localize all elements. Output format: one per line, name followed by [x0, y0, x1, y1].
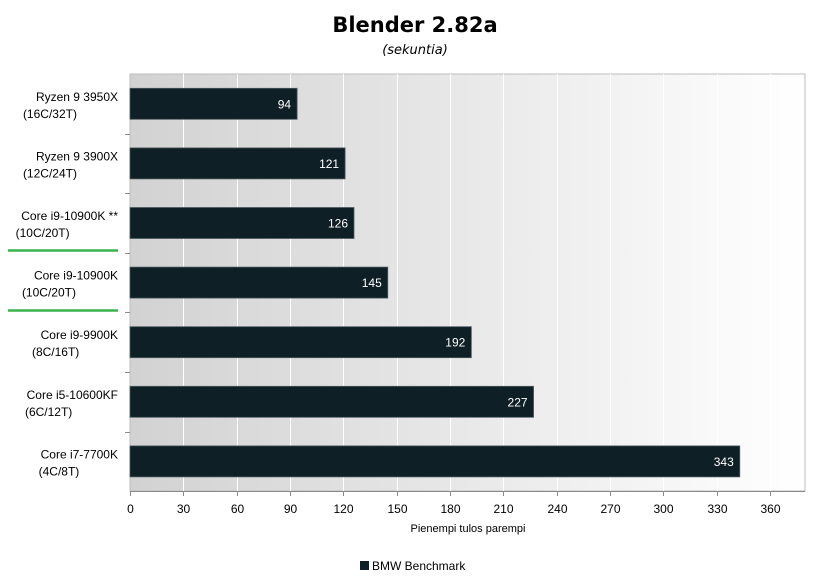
x-tick-label: 180	[440, 502, 460, 516]
bar	[129, 385, 534, 418]
data-label: 227	[508, 395, 528, 409]
category-label: Core i9-10900K	[34, 269, 118, 283]
chart-title: Blender 2.82a	[332, 13, 497, 37]
category-label: Core i9-9900K	[41, 328, 118, 342]
data-label: 145	[362, 276, 382, 290]
category-sublabel: (12C/24T)	[23, 166, 77, 180]
gridlines	[183, 74, 771, 491]
x-tick-label: 240	[547, 502, 567, 516]
x-tick-label: 150	[387, 502, 407, 516]
x-tick-label: 90	[284, 502, 298, 516]
x-tick-label: 360	[760, 502, 780, 516]
category-sublabel: (8C/16T)	[32, 345, 79, 359]
x-tick-label: 210	[493, 502, 513, 516]
bar	[129, 266, 389, 299]
data-label: 192	[445, 336, 465, 350]
category-label: Core i5-10600KF	[27, 388, 118, 402]
category-sublabel: (6C/12T)	[25, 405, 72, 419]
category-label: Core i7-7700K	[41, 447, 118, 461]
data-label: 343	[714, 455, 734, 469]
category-label: Ryzen 9 3950X	[36, 90, 118, 104]
x-axis-title: Pienempi tulos parempi	[411, 523, 526, 535]
x-tick-label: 0	[127, 502, 134, 516]
x-tick-label: 300	[653, 502, 673, 516]
legend: BMW Benchmark	[360, 559, 466, 573]
category-sublabel: (10C/20T)	[16, 226, 70, 240]
category-sublabel: (10C/20T)	[22, 286, 76, 300]
bar	[129, 87, 298, 120]
data-label: 121	[319, 157, 339, 171]
category-label: Ryzen 9 3900X	[36, 149, 118, 163]
bar	[129, 147, 346, 180]
bars: 94 121 126 145 192 227 343	[129, 87, 741, 478]
category-sublabel: (4C/8T)	[39, 464, 80, 478]
legend-label: BMW Benchmark	[372, 559, 466, 573]
data-label: 94	[278, 97, 292, 111]
x-tick-label: 330	[707, 502, 727, 516]
bar	[129, 326, 472, 359]
x-tick-label: 30	[177, 502, 191, 516]
data-label: 126	[328, 217, 348, 231]
category-sublabel: (16C/32T)	[23, 107, 77, 121]
x-tick-label: 120	[333, 502, 353, 516]
category-label: Core i9-10900K **	[21, 209, 118, 223]
legend-swatch	[360, 561, 369, 570]
x-tick-label: 270	[600, 502, 620, 516]
category-labels: Ryzen 9 3950X (16C/32T) Ryzen 9 3900X (12C/…	[8, 90, 118, 478]
chart-subtitle: (sekuntia)	[382, 43, 448, 58]
x-axis: 0 30 60 90 120 150 180 210 240 270 300 330 360	[125, 134, 805, 516]
bar	[129, 207, 355, 239]
bar	[129, 445, 741, 478]
x-tick-label: 60	[231, 502, 245, 516]
